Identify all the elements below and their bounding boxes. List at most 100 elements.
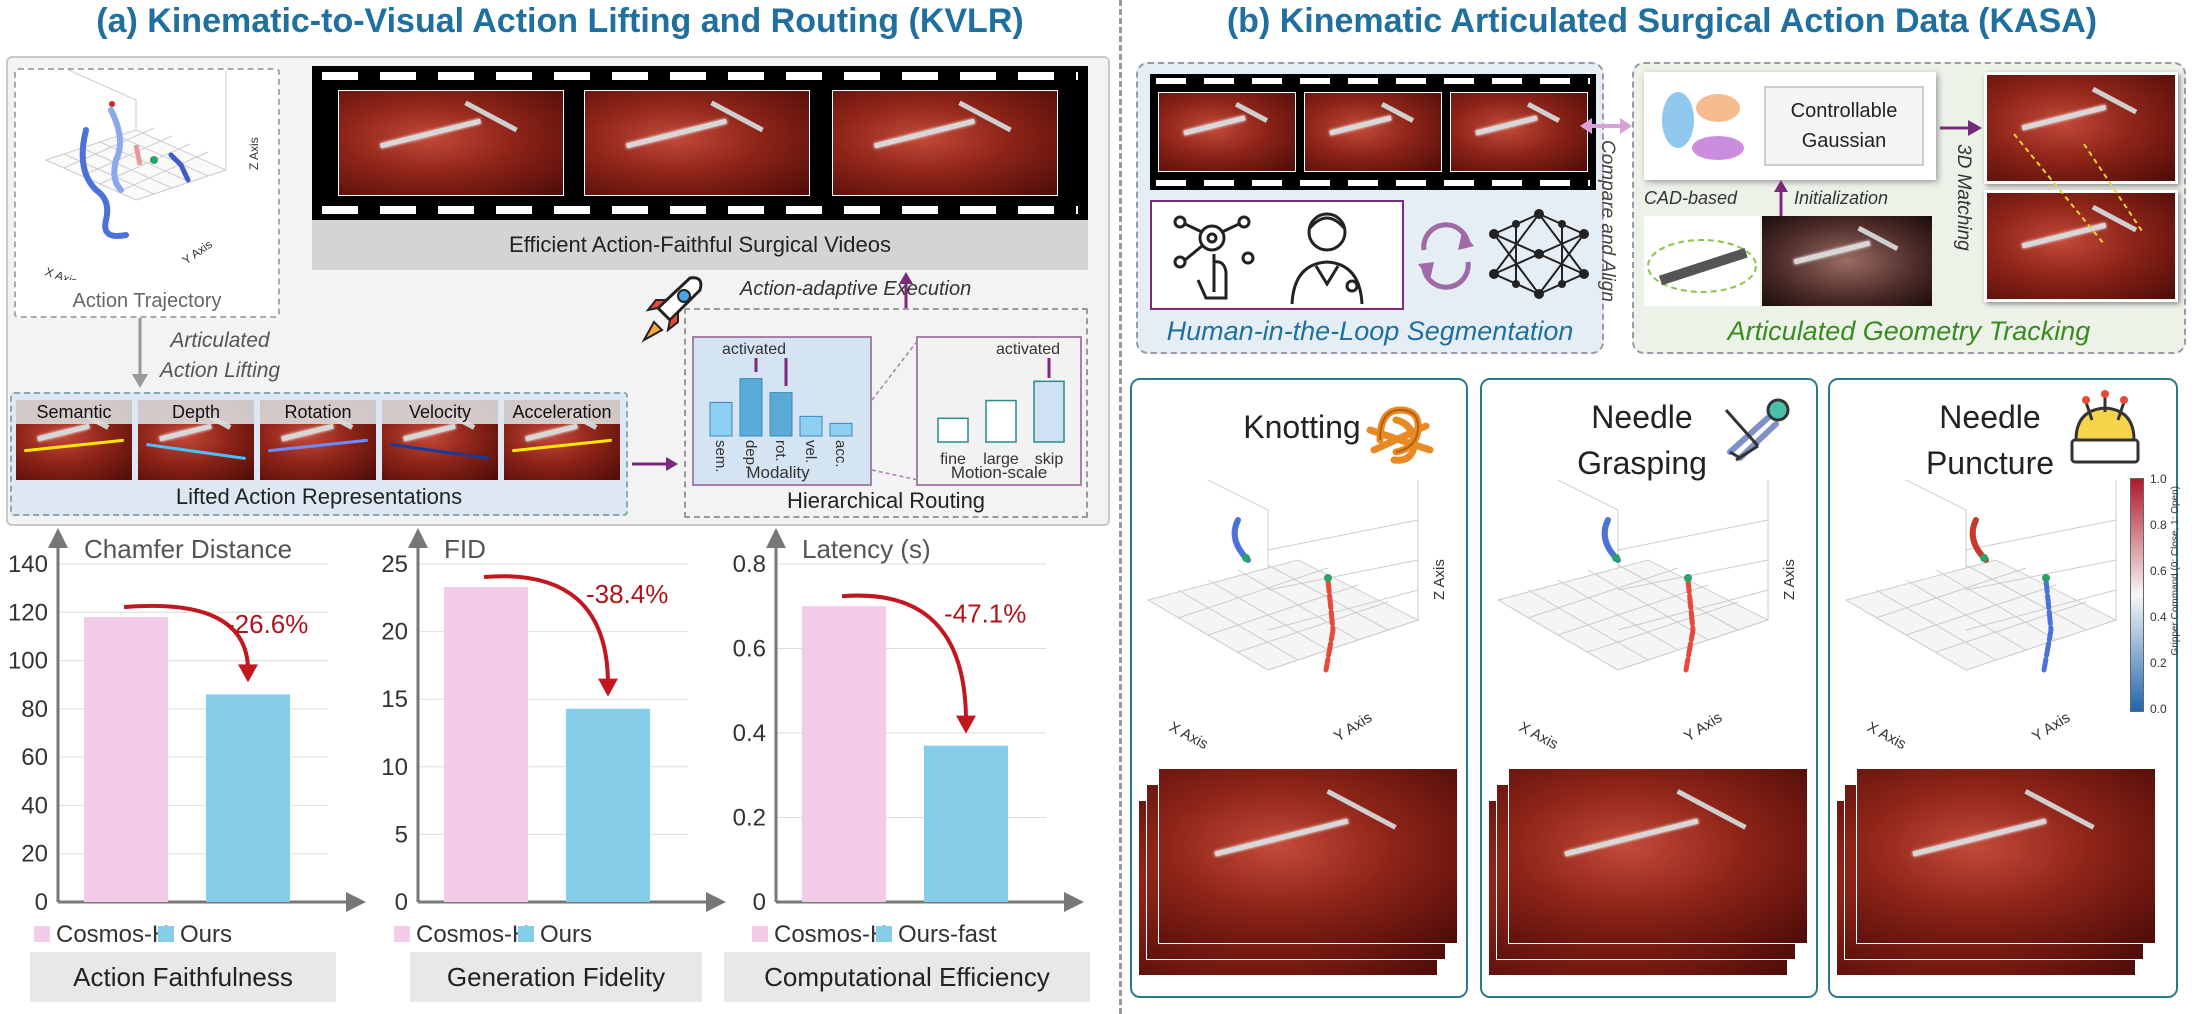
plot-z-axis: Z Axis (1431, 559, 1448, 600)
section-b-title: (b) Kinematic Articulated Surgical Actio… (1226, 2, 2098, 40)
y-tick-label: 140 (8, 551, 48, 578)
rep-label: Velocity (382, 400, 498, 424)
task-frame-front (1508, 768, 1808, 944)
legend-swatch (752, 926, 768, 942)
tracking-label: Articulated Geometry Tracking (1727, 316, 2091, 346)
motion-chart: fine large skip activated Motion-scale (937, 341, 1065, 482)
task-name-line2: Grasping (1577, 445, 1707, 481)
compare-arrow (1580, 118, 1632, 134)
subtitle-2: Generation Fidelity (410, 952, 702, 1002)
representations-box: Semantic Depth Rotation Velocity Acceleratio… (10, 392, 628, 516)
plot-y-axis: Y Axis (1331, 709, 1375, 745)
modality-bar-label: vel. (802, 440, 819, 463)
task-card-1: Needle Grasping X Axis Y Axis Z Axis (1480, 378, 1818, 998)
reduction-label: -38.4% (586, 579, 668, 609)
task-icon-0 (1366, 406, 1434, 464)
y-tick-label: 0 (395, 889, 408, 916)
motion-panel: fine large skip activated Motion-scale (916, 336, 1082, 486)
colorbar-tick: 0.0 (2150, 702, 2167, 716)
colorbar-tick: 1.0 (2150, 472, 2167, 486)
legend-label: Cosmos-H (416, 921, 529, 948)
y-tick-label: 20 (381, 619, 408, 646)
annotator-box (1150, 200, 1404, 310)
y-tick-label: 0.6 (733, 636, 766, 663)
rep-thumb-rotation: Rotation (260, 400, 376, 480)
task-icon-2 (2070, 390, 2140, 464)
chart-title: FID (444, 534, 486, 564)
divider (1119, 0, 1122, 1014)
legend-label: Cosmos-H (56, 921, 169, 948)
y-tick-label: 120 (8, 599, 48, 626)
plot-x-axis: X Axis (1516, 719, 1561, 754)
matching-arrow (1940, 120, 1982, 136)
video-frame-1 (338, 90, 564, 196)
bar-cosmos-h (444, 586, 528, 902)
modality-bar (709, 401, 733, 437)
plot-x-axis: X Axis (1166, 719, 1211, 754)
legend-swatch (876, 926, 892, 942)
rep-thumb-depth: Depth (138, 400, 254, 480)
plot-y-axis: Y Axis (2029, 709, 2073, 745)
rep-label: Depth (138, 400, 254, 424)
rep-label: Semantic (16, 400, 132, 424)
y-tick-label: 5 (395, 821, 408, 848)
trajectory-plot: X Axis Y Axis Z Axis (43, 59, 261, 289)
task-title: Needle Grasping (1542, 394, 1742, 486)
modality-bar (739, 378, 763, 437)
rep-label: Rotation (260, 400, 376, 424)
reduction-label: -47.1% (944, 598, 1026, 628)
colorbar-tick: 0.2 (2150, 656, 2167, 670)
cad-frame (1762, 216, 1932, 306)
subtitle-1: Action Faithfulness (30, 952, 336, 1002)
representations-label: Lifted Action Representations (175, 484, 463, 509)
modality-bar-label: sem. (712, 440, 729, 473)
execution-label: Action-adaptive Execution (740, 278, 972, 300)
y-tick-label: 0 (35, 889, 48, 916)
task-frame-front (1856, 768, 2156, 944)
task-3d-plot: X Axis Y Axis Z Axis (1146, 480, 1448, 754)
touch-gear-icon (1173, 215, 1255, 300)
match-frame-2 (1984, 190, 2178, 302)
gaussian-box: Controllable Gaussian (1644, 72, 1936, 180)
plot-x-axis: X Axis (1864, 719, 1909, 754)
match-frame-1 (1984, 72, 2178, 184)
y-tick-label: 15 (381, 686, 408, 713)
y-tick-label: 0 (753, 889, 766, 916)
rocket-icon (641, 276, 703, 343)
bar-ours (566, 708, 650, 902)
video-frame-2 (584, 90, 810, 196)
compare-label: Compare and Align (1597, 140, 1618, 302)
init-label: Initialization (1794, 188, 1889, 208)
motion-bar-label: fine (940, 451, 966, 468)
video-frame-3 (832, 90, 1058, 196)
modality-bar (799, 415, 823, 437)
execution-arrow (899, 272, 913, 310)
routing-box: sem. dep. rot. vel. acc. activated Modality fi… (684, 308, 1088, 518)
motion-activated: activated (996, 341, 1060, 358)
lifting-label: Articulated Action Lifting (159, 329, 281, 382)
modality-bar-label: dep. (742, 440, 759, 469)
rep-thumb-velocity: Velocity (382, 400, 498, 480)
legend-label: Cosmos-H (774, 921, 887, 948)
film-strip (312, 66, 1088, 220)
section-a-title: (a) Kinematic-to-Visual Action Lifting a… (96, 2, 1024, 40)
modality-bar (829, 422, 853, 437)
traj-y-axis: Y Axis (180, 237, 215, 267)
bar-cosmos-h (84, 617, 168, 902)
gaussian-label: Controllable Gaussian (1764, 86, 1924, 166)
legend-label: Ours (540, 921, 592, 948)
y-tick-label: 80 (21, 696, 48, 723)
task-card-2: Needle Puncture X Axis Y Axis Z Axis (1828, 378, 2178, 998)
task-name-line2: Puncture (1925, 445, 2055, 481)
y-tick-label: 25 (381, 551, 408, 578)
rep-thumb-semantic: Semantic (16, 400, 132, 480)
traj-x-axis: X Axis (43, 264, 79, 280)
y-tick-label: 60 (21, 744, 48, 771)
tracking-box: Controllable Gaussian CAD-based Initiali… (1632, 62, 2186, 354)
bar-ours (206, 694, 290, 902)
task-name-line1: Needle (1939, 399, 2041, 435)
motion-bar-label: large (983, 451, 1019, 468)
modality-bar-label: rot. (772, 440, 789, 462)
modality-panel: sem. dep. rot. vel. acc. activated Modality (692, 336, 872, 486)
